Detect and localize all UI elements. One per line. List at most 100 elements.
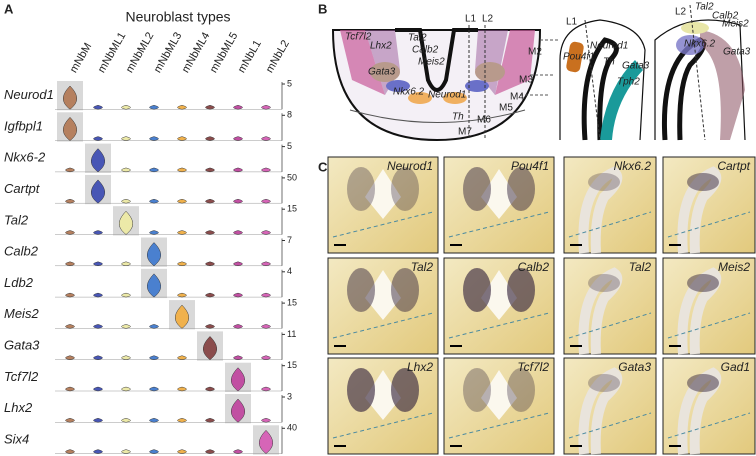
violin [259,429,273,454]
stain [463,167,491,211]
stain [507,268,535,312]
region-label: Calb2 [712,11,739,22]
ventricle [365,370,401,420]
stain [687,274,719,292]
violin [177,167,187,173]
region-label: Meis2 [722,19,749,30]
stain [588,374,620,392]
gene-label: Calb2 [4,244,39,259]
y-tick-label: 3 [287,391,292,401]
violin [261,230,271,235]
gene-label: Lhx2 [407,360,433,374]
ventricle [481,270,517,320]
stain [463,268,491,312]
stain [507,167,535,211]
region-label: Nkx6.2 [684,39,716,50]
violin [149,418,159,423]
gene-label: Neurod1 [387,159,433,173]
violin [65,355,75,360]
region-label: Calb2 [412,45,439,56]
violin [261,136,271,141]
violin [261,292,271,298]
violin [121,167,131,173]
ish-image: Meis2 [662,257,756,355]
section-line [332,211,434,238]
ventricle [481,370,517,420]
violin [231,367,245,392]
violin [261,386,271,392]
violin [205,386,215,392]
violin [261,418,271,423]
section-line [332,312,434,339]
violin [231,398,245,423]
violin [205,292,215,298]
violin [149,449,159,454]
section-line [448,412,550,439]
panel-letter: B [318,1,327,16]
gene-label: Lhx2 [4,400,33,415]
violin [147,273,161,298]
region-label: Th [603,57,615,68]
violin [261,324,271,329]
violin [65,198,75,204]
violin [261,198,271,204]
gene-label: Gata3 [618,360,651,374]
ish-image: Tal2 [563,257,657,355]
y-tick-label: 5 [287,141,292,151]
gene-label: Cartpt [717,159,750,173]
stain [391,167,419,211]
ish-image: Tal2 [327,257,439,355]
section-line [448,211,550,238]
violin [205,136,215,141]
stain [347,167,375,211]
cell-type-label: mNbM [68,41,95,75]
violin [121,449,131,454]
y-tick-label: 11 [287,329,296,339]
violin [233,136,243,141]
violin [63,116,77,141]
region-label: M5 [499,103,513,114]
region-label: M3 [519,75,533,86]
violin [177,418,187,423]
violin [205,105,215,110]
violin [233,449,243,454]
violin [119,210,133,235]
gene-label: Calb2 [518,260,550,274]
violin [121,355,131,360]
violin [149,198,159,204]
gene-label: Tal2 [4,212,29,227]
gene-label: Pou4f1 [511,159,549,173]
ish-image: Neurod1 [327,156,439,254]
violin [149,136,159,141]
region-label: Tcf7l2 [345,32,372,43]
region-label: M2 [528,47,542,58]
region-label: L1 [566,17,578,28]
violin [121,418,131,423]
violin [93,261,103,267]
violin [261,355,271,360]
violin [177,261,187,267]
violin [93,136,103,141]
violin [177,386,187,392]
violin [65,418,75,423]
gene-label: Tal2 [411,260,434,274]
ventricle [578,166,623,254]
violin [177,136,187,141]
cell-type-label: mNbL2 [264,38,292,75]
stain [507,368,535,412]
violin [63,85,77,110]
region-label: Tph2 [617,77,640,88]
y-tick-label: 40 [287,423,297,433]
stain [588,173,620,191]
violin [93,292,103,298]
violin [261,167,271,173]
section-line [448,312,550,339]
y-tick-label: 50 [287,172,297,182]
violin [93,105,103,110]
violin [205,261,215,267]
ish-image: Nkx6.2 [563,156,657,254]
gene-label: Tcf7l2 [517,360,549,374]
ventricle [481,169,517,219]
region-label: Gata3 [368,67,396,78]
panel-letter: A [4,1,14,16]
